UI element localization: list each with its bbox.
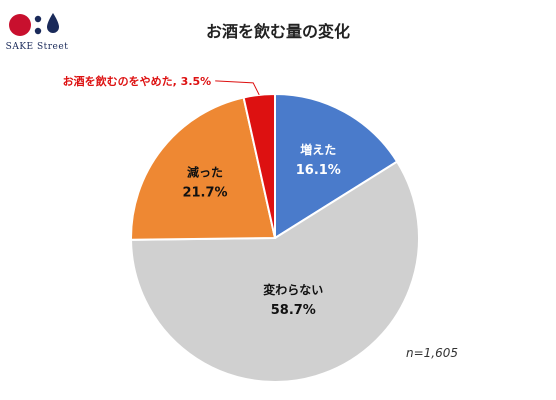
logo-red-sun-icon <box>9 14 31 36</box>
callout-line-slice-4 <box>215 80 260 96</box>
slice-value-slice-1: 16.1% <box>296 163 341 178</box>
pie-slice-slice-3 <box>130 96 277 241</box>
pie-slice-slice-1 <box>274 92 399 240</box>
logo-drop-icon <box>47 13 59 33</box>
slice-value-slice-3: 21.7% <box>182 186 227 201</box>
logo-dot-icon <box>34 27 42 35</box>
callout-label-slice-4: お酒を飲むのをやめた, 3.5% <box>63 74 212 88</box>
sake-street-logo <box>9 13 59 36</box>
logo-dot-icon <box>34 15 42 23</box>
slice-value-slice-2: 58.7% <box>271 303 316 318</box>
slice-label-slice-1: 増えた <box>300 142 336 157</box>
sample-size-note: n=1,605 <box>406 346 459 360</box>
pie-slice-slice-2 <box>129 160 420 383</box>
chart-title: お酒を飲む量の変化 <box>205 22 350 41</box>
slice-label-slice-3: 減った <box>187 165 223 180</box>
brand-name: SAKE Street <box>5 42 69 52</box>
slice-label-slice-2: 変わらない <box>263 282 323 297</box>
